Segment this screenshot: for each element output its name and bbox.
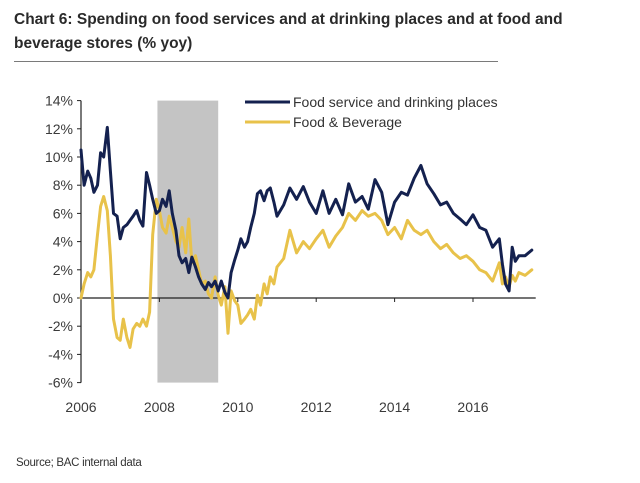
y-tick-label: -2% xyxy=(48,318,73,334)
y-tick-label: 8% xyxy=(53,177,73,193)
x-tick-label: 2006 xyxy=(65,399,96,415)
y-tick-label: 0% xyxy=(53,290,73,306)
series-lines xyxy=(79,125,534,349)
series-line-food-service xyxy=(79,125,534,300)
chart-title: Chart 6: Spending on food services and a… xyxy=(14,11,563,52)
x-tick-label: 2008 xyxy=(144,399,175,415)
x-tick-label: 2012 xyxy=(301,399,332,415)
legend-label-food-beverage: Food & Beverage xyxy=(293,114,402,130)
y-tick-label: 10% xyxy=(45,149,73,165)
title-divider xyxy=(14,61,498,62)
x-tick-label: 2010 xyxy=(222,399,253,415)
series-line-food-beverage xyxy=(79,195,534,349)
line-chart: -6% -4% -2% 0% 2% 4% 6% 8% 10% 12% 14% 2006 2008 201… xyxy=(45,93,536,415)
y-tick-label: -4% xyxy=(48,346,73,362)
y-tick-label: 2% xyxy=(53,262,73,278)
y-tick-label: 4% xyxy=(53,234,73,250)
source-note: Source; BAC internal data xyxy=(16,457,142,469)
x-tick-label: 2014 xyxy=(379,399,410,415)
legend-label-food-service: Food service and drinking places xyxy=(293,94,498,110)
x-axis: 2006 2008 2010 2012 2014 2016 xyxy=(65,297,536,415)
x-tick-label: 2016 xyxy=(457,399,488,415)
y-tick-label: -6% xyxy=(48,375,73,391)
legend: Food service and drinking places Food & … xyxy=(245,94,498,130)
y-tick-label: 14% xyxy=(45,93,73,109)
y-tick-label: 6% xyxy=(53,205,73,221)
y-axis: -6% -4% -2% 0% 2% 4% 6% 8% 10% 12% 14% xyxy=(45,93,82,391)
y-tick-label: 12% xyxy=(45,121,73,137)
